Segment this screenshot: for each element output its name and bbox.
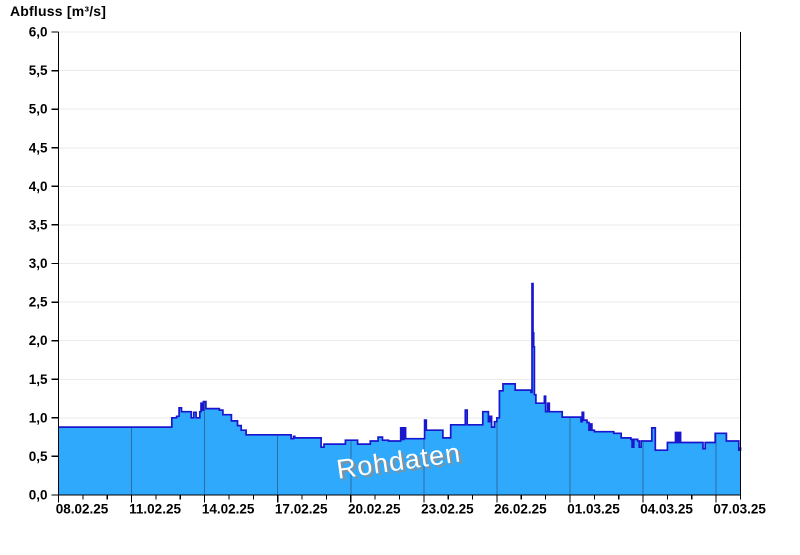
y-tick-label: 0,0 — [29, 488, 48, 503]
y-tick-label: 5,0 — [29, 102, 48, 117]
x-tick-label: 08.02.25 — [56, 502, 109, 517]
y-tick-label: 1,0 — [29, 410, 48, 425]
x-tick-label: 26.02.25 — [494, 502, 547, 517]
curve-line — [58, 282, 742, 452]
y-tick-label: 5,5 — [29, 63, 48, 78]
x-tick-label: 04.03.25 — [640, 502, 693, 517]
y-tick-label: 3,5 — [29, 217, 48, 232]
x-tick-label: 01.03.25 — [567, 502, 620, 517]
y-tick-label: 2,5 — [29, 295, 48, 310]
x-tick-label: 23.02.25 — [421, 502, 474, 517]
y-tick-label: 2,0 — [29, 333, 48, 348]
x-tick-label: 14.02.25 — [202, 502, 255, 517]
y-tick-label: 0,5 — [29, 449, 48, 464]
x-tick-label: 07.03.25 — [713, 502, 766, 517]
y-tick-label: 1,5 — [29, 372, 48, 387]
x-tick-label: 11.02.25 — [129, 502, 181, 517]
y-tick-label: 3,0 — [29, 256, 48, 271]
chart-title: Abfluss [m³/s] — [10, 3, 107, 19]
x-tick-label: 20.02.25 — [348, 502, 401, 517]
x-tick-label: 17.02.25 — [275, 502, 328, 517]
y-tick-label: 4,5 — [29, 140, 48, 155]
y-tick-label: 6,0 — [29, 25, 48, 40]
y-tick-label: 4,0 — [29, 179, 48, 194]
